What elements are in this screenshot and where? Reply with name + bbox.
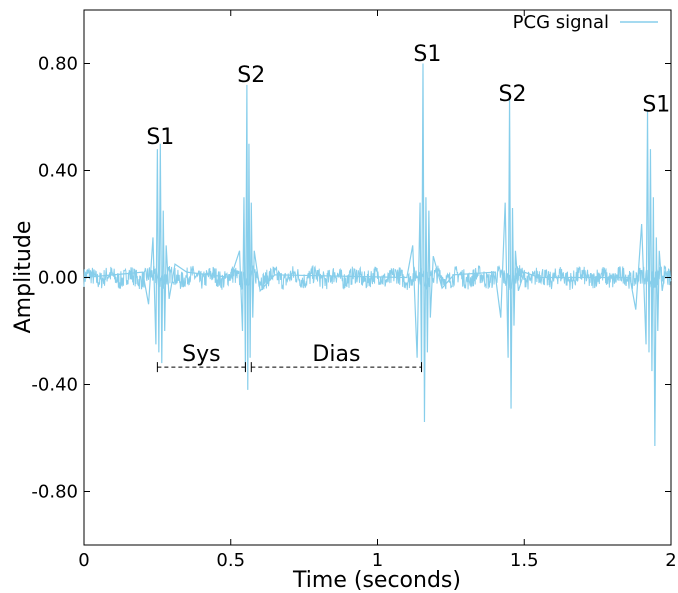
noise-path [83, 264, 672, 291]
y-axis-ticks: 0.80 0.40 0.00 -0.40 -0.80 [31, 54, 671, 503]
y-tick-label: -0.80 [31, 482, 78, 503]
legend: PCG signal [513, 12, 658, 33]
x-axis-title: Time (seconds) [292, 568, 461, 593]
x-tick-label: 0.5 [216, 550, 245, 571]
series-line-pcg [83, 63, 672, 447]
y-axis-title: Amplitude [11, 221, 36, 334]
peak-label: S1 [642, 93, 670, 118]
peak-label: S2 [237, 63, 265, 88]
x-tick-label: 2 [665, 550, 676, 571]
x-tick-label: 1.5 [510, 550, 539, 571]
x-axis-ticks: 0 0.5 1 1.5 2 [78, 10, 677, 571]
x-tick-label: 1 [372, 550, 383, 571]
legend-label: PCG signal [513, 12, 609, 33]
y-tick-label: 0.00 [38, 268, 78, 289]
x-tick-label: 0 [78, 550, 89, 571]
peak-label: S1 [146, 125, 174, 150]
interval-annotations: Sys Dias [156, 342, 423, 373]
interval-label: Dias [312, 342, 360, 367]
y-tick-label: 0.40 [38, 161, 78, 182]
y-tick-label: -0.40 [31, 375, 78, 396]
peak-label: S2 [499, 82, 527, 107]
interval-label: Sys [182, 342, 220, 367]
peak-annotations: S1 S2 S1 S2 S1 [146, 42, 670, 150]
series-layer [83, 63, 672, 447]
peak-label: S1 [413, 42, 441, 67]
y-tick-label: 0.80 [38, 54, 78, 75]
signal-noise [83, 264, 672, 291]
